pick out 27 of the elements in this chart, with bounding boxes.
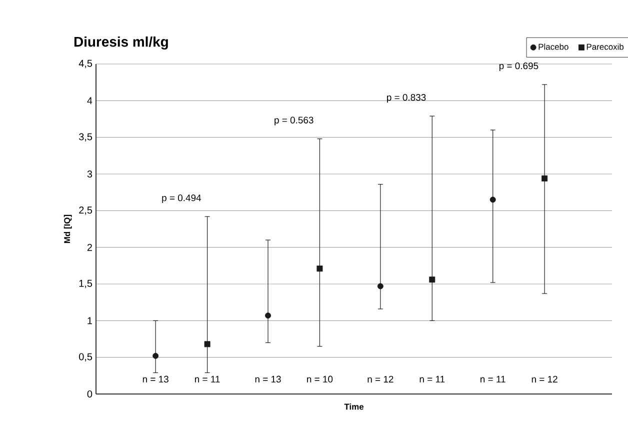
- annotation: n = 13: [142, 376, 168, 383]
- annotation: n = 12: [532, 376, 558, 382]
- y-tick-label: 1: [88, 317, 92, 324]
- annotation: n = 11: [480, 376, 506, 382]
- y-tick-label: 0: [87, 390, 92, 398]
- chart-title: Diuresis ml/kg: [74, 36, 168, 50]
- y-tick-label: 3: [87, 170, 92, 178]
- y-tick-label: 4: [87, 97, 92, 104]
- annotation: p = 0.695: [499, 62, 538, 72]
- annotation: p = 0.494: [162, 194, 202, 204]
- annotation: p = 0.563: [274, 116, 314, 126]
- annotation: n = 12: [368, 376, 394, 382]
- annotation: n = 11: [194, 376, 220, 382]
- annotation: n = 11: [420, 376, 445, 382]
- x-axis-title: Time: [344, 403, 364, 410]
- y-tick-label: 4,5: [78, 60, 92, 68]
- legend-label: Parecoxib: [586, 44, 624, 50]
- y-tick-label: 2,5: [79, 206, 92, 215]
- y-tick-label: 2: [87, 244, 92, 251]
- y-tick-label: 3,5: [79, 133, 92, 142]
- y-axis-title: Md [IQ]: [64, 214, 72, 244]
- annotation: n = 10: [307, 376, 333, 383]
- annotation: p = 0.833: [387, 94, 426, 103]
- legend-label: Placebo: [538, 44, 568, 50]
- annotation: n = 13: [255, 376, 281, 383]
- y-tick-label: 1,5: [79, 280, 92, 288]
- y-tick-label: 0,5: [79, 353, 92, 362]
